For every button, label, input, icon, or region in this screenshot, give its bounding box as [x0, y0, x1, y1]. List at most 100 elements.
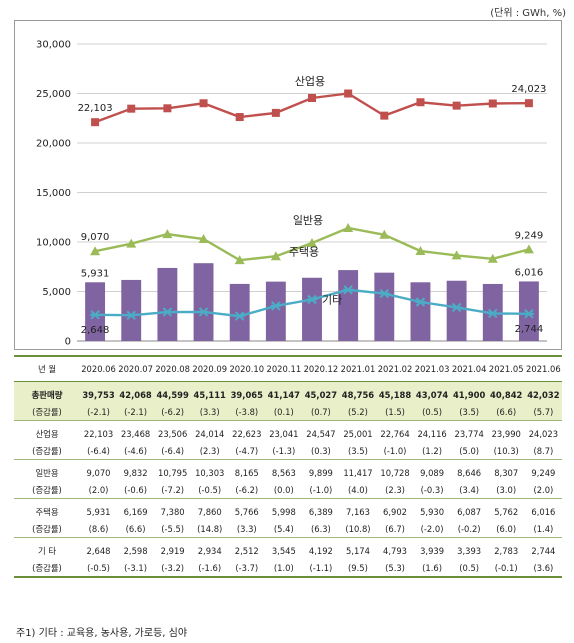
- row-label: 주택용: [35, 507, 59, 517]
- value-cell: 41,147: [265, 381, 303, 404]
- row-label: 기 타: [37, 546, 57, 556]
- point: [451, 250, 462, 260]
- growth-cell: (10.3): [487, 443, 525, 460]
- value-cell: 25,001: [343, 429, 373, 439]
- growth-cell: (6.6): [117, 521, 155, 538]
- value-cell: 6,087: [457, 507, 482, 517]
- growth-cell: (0.1): [265, 404, 303, 421]
- point: [199, 99, 208, 108]
- value-cell: 3,545: [271, 546, 296, 556]
- growth-cell: (-0.1): [487, 560, 525, 578]
- growth-cell: (14.8): [191, 521, 229, 538]
- growth-cell: (-3.7): [228, 560, 266, 578]
- value-cell: 24,014: [195, 429, 225, 439]
- growth-cell: (0.5): [450, 560, 488, 578]
- growth-cell: (8.6): [80, 521, 118, 538]
- data-table-wrap: 년 월 2020.06 2020.07 2020.08 2020.09 2020.10 20…: [14, 355, 562, 578]
- value-cell: 3,393: [457, 546, 482, 556]
- point: [452, 101, 461, 110]
- point: [523, 244, 534, 254]
- growth-cell: (6.3): [302, 521, 340, 538]
- point: [415, 246, 426, 256]
- value-cell: 6,016: [531, 507, 556, 517]
- growth-cell: (6.0): [487, 521, 525, 538]
- y-tick-label: 20,000: [36, 139, 71, 150]
- value-cell: 10,795: [158, 468, 188, 478]
- value-cell: 45,111: [191, 381, 229, 404]
- value-cell: 39,065: [228, 381, 266, 404]
- growth-cell: (1.4): [524, 521, 562, 538]
- growth-cell: (9.5): [339, 560, 377, 578]
- header-month: 2020.07: [117, 355, 155, 382]
- header-month: 2020.09: [191, 355, 229, 382]
- growth-label: (증감률): [14, 482, 80, 499]
- growth-cell: (0.3): [302, 443, 340, 460]
- point: [451, 302, 462, 313]
- value-cell: 23,774: [454, 429, 484, 439]
- point: [271, 108, 280, 117]
- point: [307, 294, 317, 305]
- growth-cell: (8.7): [524, 443, 562, 460]
- header-month: 2020.08: [154, 355, 192, 382]
- value-cell: 44,599: [154, 381, 192, 404]
- value-cell: 7,860: [197, 507, 222, 517]
- header-month: 2020.12: [302, 355, 340, 382]
- point: [524, 99, 533, 108]
- growth-label: (증감률): [14, 521, 80, 538]
- value-cell: 43,074: [413, 381, 451, 404]
- value-cell: 5,930: [420, 507, 445, 517]
- bar: [229, 283, 250, 341]
- value-cell: 45,027: [302, 381, 340, 404]
- growth-label: (증감률): [14, 404, 80, 421]
- point: [343, 222, 354, 232]
- value-cell: 6,902: [383, 507, 408, 517]
- table-growth-row: (증감률) (-0.5) (-3.1) (-3.2) (-1.6) (-3.7) (1.0)…: [14, 560, 562, 578]
- header-month: 2021.05: [487, 355, 525, 382]
- growth-cell: (-7.2): [154, 482, 192, 499]
- series-name-label: 일반용: [293, 213, 323, 227]
- growth-cell: (5.7): [524, 404, 562, 421]
- series-name-label: 산업용: [295, 75, 325, 88]
- point: [234, 255, 245, 265]
- point: [91, 118, 100, 127]
- header-month: 2020.11: [265, 355, 303, 382]
- growth-cell: (-0.2): [450, 521, 488, 538]
- growth-label: (증감률): [14, 560, 80, 578]
- value-cell: 22,764: [380, 429, 410, 439]
- data-label: 2,648: [81, 325, 110, 336]
- value-cell: 5,766: [234, 507, 259, 517]
- bar: [518, 281, 539, 341]
- value-cell: 5,762: [494, 507, 519, 517]
- data-label: 9,070: [81, 232, 110, 243]
- table-header-row: 년 월 2020.06 2020.07 2020.08 2020.09 2020.10 20…: [14, 355, 562, 382]
- growth-cell: (3.3): [191, 404, 229, 421]
- point: [487, 253, 498, 263]
- growth-cell: (-0.3): [413, 482, 451, 499]
- bar: [265, 281, 286, 341]
- value-cell: 5,174: [345, 546, 370, 556]
- growth-cell: (5.3): [376, 560, 414, 578]
- point: [380, 111, 389, 120]
- point: [415, 297, 426, 307]
- point: [416, 98, 425, 107]
- table-row: 일반용 9,070 9,832 10,795 10,303 8,165 8,563 9,899…: [14, 460, 562, 483]
- point: [343, 285, 354, 295]
- value-cell: 8,307: [494, 468, 519, 478]
- value-cell: 22,623: [232, 429, 262, 439]
- value-cell: 23,041: [269, 429, 299, 439]
- growth-cell: (0.7): [302, 404, 340, 421]
- growth-cell: (-2.0): [413, 521, 451, 538]
- point: [163, 104, 172, 113]
- header-month: 2020.06: [80, 355, 118, 382]
- value-cell: 6,389: [308, 507, 333, 517]
- value-cell: 5,998: [271, 507, 296, 517]
- data-label: 9,249: [515, 230, 544, 241]
- row-label: 일반용: [35, 468, 59, 478]
- point: [162, 307, 173, 317]
- value-cell: 2,648: [86, 546, 111, 556]
- bar: [446, 280, 467, 341]
- bar: [193, 263, 214, 341]
- growth-cell: (3.6): [524, 560, 562, 578]
- header-month: 2021.01: [339, 355, 377, 382]
- table-row: 산업용 22,103 23,468 23,506 24,014 22,623 23,041 2…: [14, 421, 562, 444]
